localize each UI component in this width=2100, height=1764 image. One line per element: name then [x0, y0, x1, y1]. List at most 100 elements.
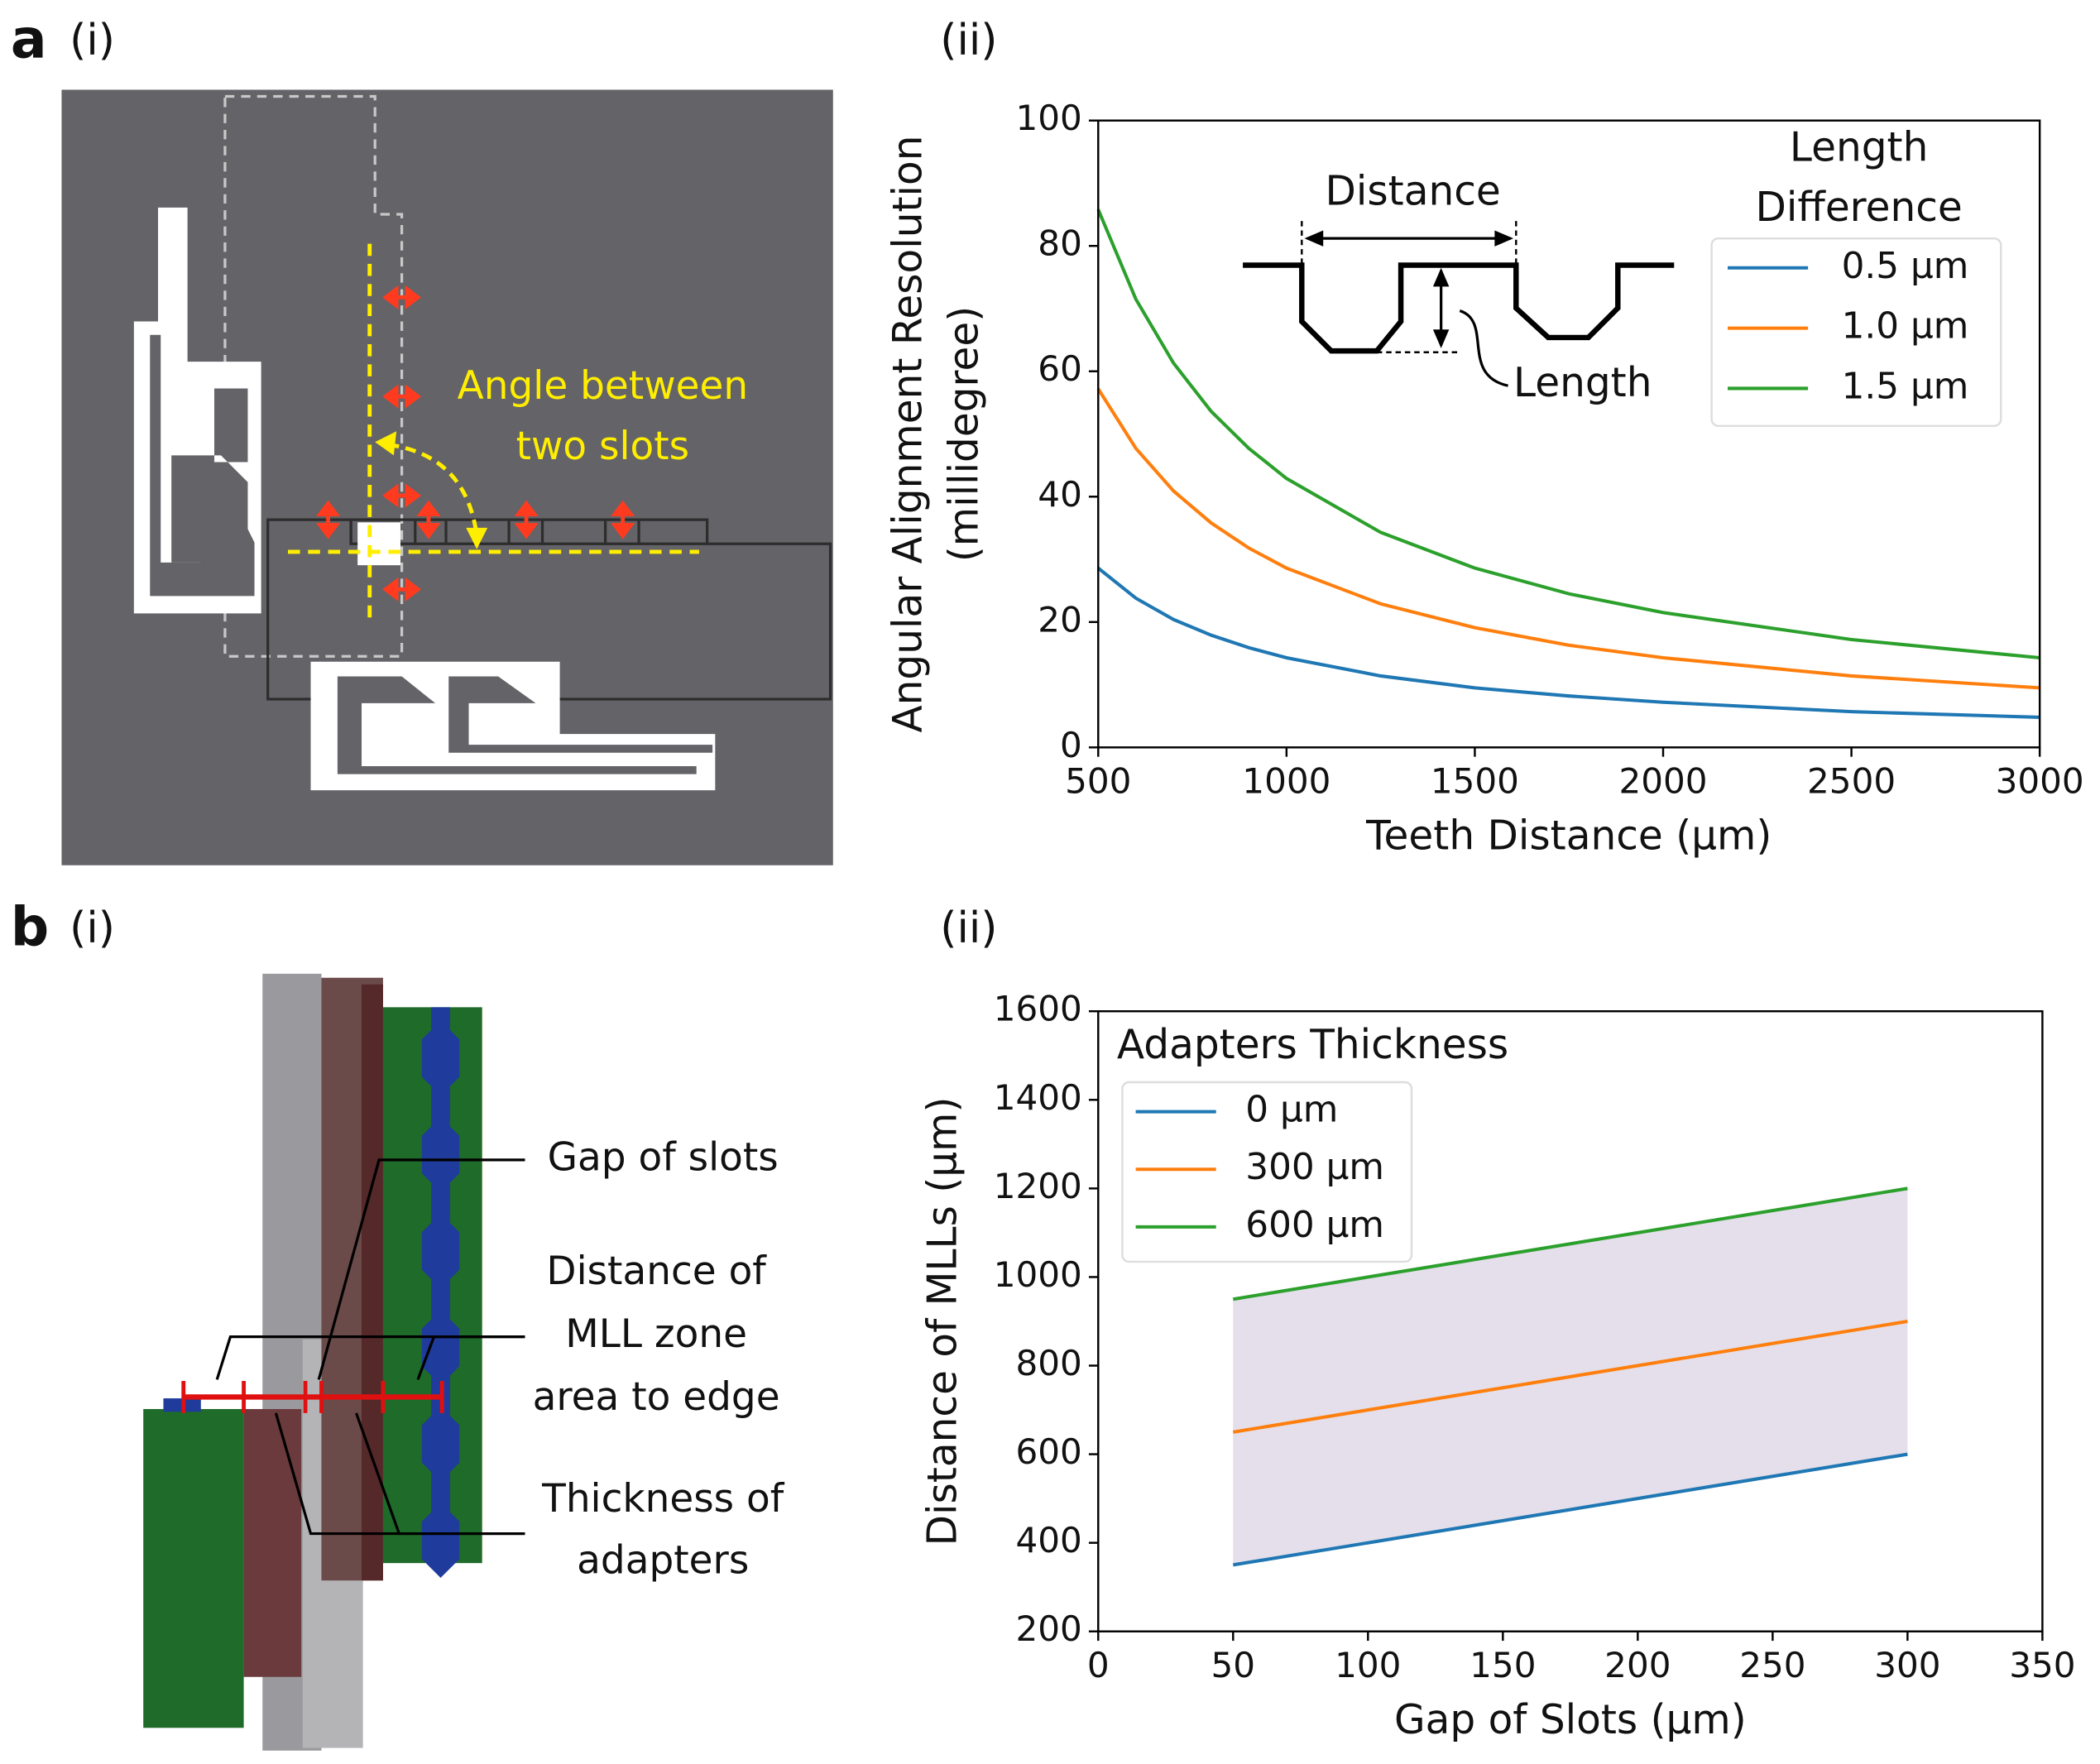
axes-frame [1097, 1010, 2044, 1632]
legend-label: 600 µm [1245, 1204, 1384, 1246]
red-arrow [382, 577, 422, 602]
mll-hex [421, 1503, 460, 1578]
x-tick-label: 2500 [1807, 761, 1896, 802]
diagram-label: Distance of [546, 1249, 767, 1294]
y-tick-label: 400 [1016, 1520, 1082, 1560]
dashed-outline [223, 94, 404, 658]
x-tick-label: 2000 [1618, 761, 1707, 802]
leader-line [215, 1335, 525, 1380]
series-line [1232, 1319, 1908, 1434]
y-tick-label: 200 [1016, 1608, 1082, 1649]
diagram-label: Thickness of [541, 1476, 785, 1522]
legend-box [1121, 1081, 1413, 1263]
red-arrow [382, 384, 422, 409]
diagram-label: area to edge [533, 1374, 780, 1420]
y-tick-label: 1000 [994, 1254, 1082, 1295]
y-axis-label: Distance of MLLs (µm) [920, 1097, 966, 1546]
x-tick-label: 1500 [1431, 761, 1519, 802]
series-line [1232, 1186, 1908, 1301]
panel-label: (i) [70, 904, 115, 953]
annotation: two slots [516, 424, 689, 469]
legend-label: 0.5 µm [1842, 245, 1969, 287]
y-tick-label: 40 [1038, 474, 1082, 515]
legend-label: 1.5 µm [1842, 365, 1969, 407]
inset-guides [1301, 221, 1517, 353]
y-tick-label: 600 [1016, 1431, 1082, 1472]
panel-label: (ii) [940, 16, 997, 65]
red-arrow [382, 483, 422, 508]
mll-block [143, 1409, 244, 1728]
left-cutout [150, 334, 255, 597]
x-tick-label: 3000 [1996, 761, 2084, 802]
y-tick-label: 1400 [994, 1077, 1082, 1118]
y-tick-label: 1200 [994, 1166, 1082, 1206]
legend-box [1710, 237, 2002, 428]
leader-line [317, 1158, 525, 1380]
x-tick-label: 50 [1211, 1645, 1256, 1685]
y-tick-label: 20 [1038, 599, 1082, 640]
inset-label: Distance [1326, 169, 1501, 215]
mll-hex [421, 1310, 460, 1385]
inset-arrows [1307, 237, 1511, 387]
x-tick-label: 150 [1470, 1645, 1536, 1685]
teeth [349, 518, 709, 544]
legend-title: Length [1790, 124, 1928, 170]
y-tick-label: 80 [1038, 223, 1082, 264]
arrow-head [375, 431, 488, 549]
diagram-b: Gap of slots Distance of MLL zone area to e… [143, 973, 785, 1751]
legend-label: 300 µm [1245, 1146, 1384, 1188]
x-tick-label: 350 [2009, 1645, 2075, 1685]
y-tick-label: 100 [1016, 98, 1082, 138]
x-tick-label: 500 [1065, 761, 1131, 802]
series-line [1096, 209, 2040, 659]
red-arrow [315, 500, 341, 539]
mll-hex [421, 1213, 460, 1289]
axes-frame [1097, 119, 2041, 749]
series-line [1232, 1452, 1908, 1567]
diagram-label: MLL zone [565, 1311, 747, 1357]
series-line [1096, 387, 2040, 690]
adapter-edge [362, 984, 383, 1581]
angle-arc [388, 443, 479, 536]
legend-title: Difference [1756, 185, 1963, 231]
panel-label: (i) [70, 16, 115, 65]
leader-line [416, 1335, 525, 1380]
annotation: Angle between [458, 363, 748, 409]
diagram-label: adapters [577, 1538, 749, 1584]
x-axis-label: Gap of Slots (µm) [1394, 1697, 1747, 1743]
leader-line [274, 1412, 525, 1536]
y-axis-label: Angular Alignment Resolution [885, 135, 932, 732]
left-cutout [171, 238, 248, 563]
y-tick-label: 800 [1016, 1343, 1082, 1383]
inset-profile [1243, 262, 1675, 354]
chart: 200 400 600 800 1000 1200 1400 1600 0 50 100 150 200… [920, 989, 2076, 1743]
panel-label: b [11, 897, 49, 959]
red-arrow [416, 500, 441, 539]
y-axis-label: (millidegree) [942, 306, 988, 562]
legend-title: Adapters Thickness [1117, 1022, 1508, 1068]
x-tick-label: 200 [1604, 1645, 1671, 1685]
red-arrow [514, 500, 539, 539]
x-tick-label: 300 [1874, 1645, 1940, 1685]
diagram-label: Gap of slots [548, 1134, 779, 1180]
mll-hex [421, 1020, 460, 1096]
inset-label: Length [1513, 360, 1652, 406]
x-axis-label: Teeth Distance (µm) [1365, 812, 1772, 859]
y-tick-label: 60 [1038, 348, 1082, 389]
y-tick-label: 1600 [994, 989, 1082, 1029]
x-tick-label: 100 [1335, 1645, 1401, 1685]
red-arrow [611, 500, 635, 539]
diagram-a: Angle between two slots [61, 89, 833, 865]
x-tick-label: 0 [1087, 1645, 1110, 1685]
y-tick-label: 0 [1060, 725, 1082, 765]
series-line [1097, 567, 2040, 719]
legend-label: 0 µm [1245, 1089, 1338, 1131]
x-tick-label: 250 [1739, 1645, 1805, 1685]
adapter [243, 1409, 302, 1677]
x-tick-label: 1000 [1242, 761, 1330, 802]
legend-label: 1.0 µm [1842, 305, 1969, 348]
mll-hex [421, 1406, 460, 1482]
